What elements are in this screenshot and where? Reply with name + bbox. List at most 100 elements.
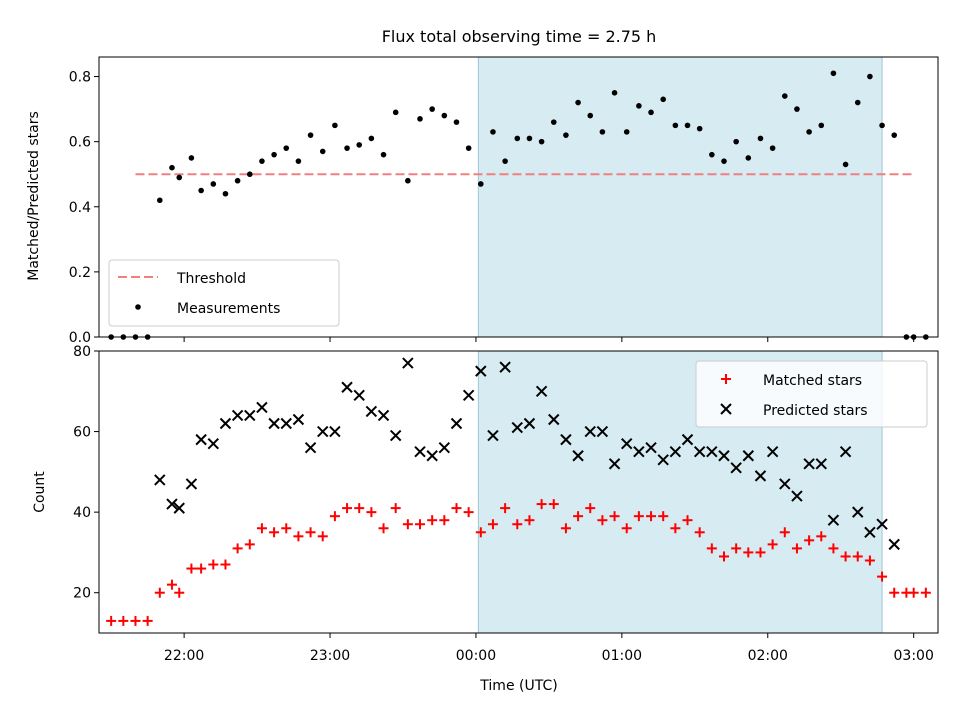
measurement-point [417,116,423,122]
measurement-point [344,145,350,151]
measurement-point [611,90,618,96]
predicted-star-stroke [231,409,244,422]
predicted-star-stroke [560,433,572,446]
predicted-star-point [377,409,390,422]
measurement-point [283,145,290,151]
legend-predicted-label: Predicted stars [763,403,868,419]
predicted-star-stroke [304,441,317,454]
predicted-star-point [608,458,621,470]
matched-star-point [281,523,292,534]
y-tick-label: 0.0 [69,330,91,346]
matched-star-point [354,503,365,514]
matched-star-point [174,587,185,598]
measurement-point [672,122,679,129]
ratio-panel-highlight [478,57,883,337]
measurement-point [854,99,861,106]
predicted-star-stroke [173,502,185,514]
predicted-star-point [341,381,353,393]
x-tick-label: 00:00 [456,648,496,664]
matched-star-point [877,571,888,582]
predicted-star-point [669,446,682,458]
legend-matched-swatch [721,374,731,384]
predicted-star-stroke [584,425,596,438]
count-panel-legend: Matched stars Predicted stars [695,360,928,428]
measurement-point [176,174,183,181]
predicted-star-point [280,417,292,430]
predicted-star-stroke [402,357,414,369]
matched-star-point [633,511,644,522]
matched-star-point [232,543,243,554]
matched-star-point [196,563,207,574]
predicted-star-stroke [154,474,166,486]
measurement-point [429,106,435,112]
measurement-point [867,73,873,80]
predicted-star-stroke [742,450,755,462]
ratio-panel-marks [108,57,929,340]
matched-star-point [743,547,754,558]
matched-star-point [186,563,197,574]
measurement-point [246,171,253,178]
predicted-star-stroke [730,462,742,474]
predicted-star-point [621,437,633,450]
measurement-point [295,158,302,164]
matched-star-point [106,615,117,626]
predicted-star-point [572,450,584,462]
matched-star-point [329,511,340,522]
predicted-star-stroke [839,446,852,458]
matched-star-point [718,551,729,562]
y-tick-label: 20 [73,586,91,602]
matched-star-point [130,615,141,626]
predicted-star-point [450,417,463,430]
predicted-star-stroke [779,478,791,490]
measurement-point [490,129,496,135]
matched-star-point [378,523,389,534]
count-panel-y-label: Count [32,471,48,513]
predicted-star-stroke [548,413,560,426]
matched-star-point [366,507,377,518]
measurement-point [648,109,654,116]
predicted-star-point [852,506,864,518]
measurement-point [502,158,508,164]
legend-matched-label: Matched stars [763,373,862,389]
measurement-point [599,129,606,135]
predicted-star-stroke [292,413,305,426]
matched-star-point [487,519,498,530]
predicted-star-point [706,446,718,458]
predicted-star-stroke [754,470,767,482]
measurement-point [368,135,375,142]
measurement-point [721,158,727,164]
measurement-point [563,132,569,138]
predicted-star-point [426,450,438,462]
y-tick-label: 0.8 [69,70,91,86]
matched-star-point [573,511,584,522]
matched-star-point [154,587,165,598]
measurement-point [332,122,338,129]
legend-predicted-stroke [720,403,732,415]
predicted-star-point [402,357,414,369]
matched-star-point [118,615,129,626]
predicted-star-stroke [608,458,621,470]
measurement-point [550,119,557,125]
predicted-star-point [548,413,560,426]
predicted-star-point [815,458,827,470]
predicted-star-point [791,490,803,502]
matched-star-point [646,511,657,522]
predicted-star-point [839,446,852,458]
ratio-panel-y-label: Matched/Predicted stars [26,111,42,281]
predicted-star-stroke [353,389,365,402]
measurement-point [441,112,448,119]
predicted-star-stroke [803,458,815,470]
measurement-point [188,155,195,161]
predicted-star-point [754,470,767,482]
predicted-star-stroke [791,490,803,502]
predicted-star-point [718,450,730,462]
measurement-point [319,148,326,155]
predicted-star-stroke [195,433,207,446]
matched-star-point [828,543,839,554]
matched-star-point [908,587,919,598]
measurement-point [210,181,217,187]
y-tick-label: 40 [73,505,91,521]
measurement-point [636,103,642,109]
ratio-panel-x-ticks [183,337,915,342]
